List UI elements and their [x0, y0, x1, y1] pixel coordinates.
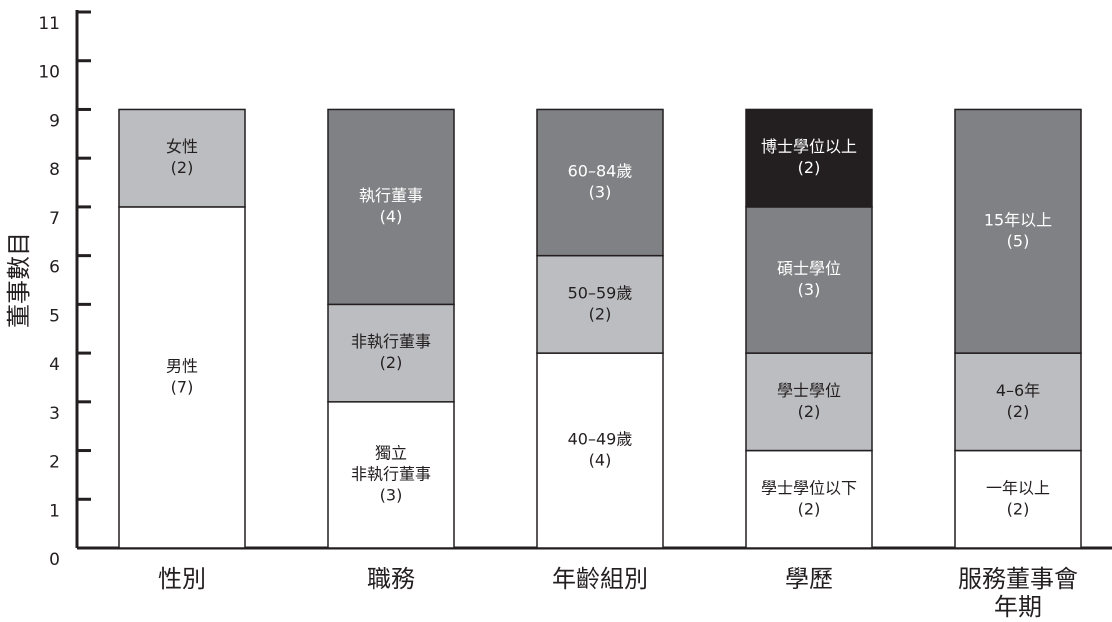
segment-label: 獨立 — [375, 443, 407, 462]
y-tick-label: 2 — [49, 453, 60, 473]
segment-label: (4) — [589, 451, 612, 470]
y-axis-label: 董事數目 — [5, 232, 33, 328]
bar-segment — [536, 254, 664, 354]
bar-segment — [536, 352, 664, 549]
segment-label: (2) — [798, 158, 821, 177]
bar-segment — [327, 303, 455, 403]
segment-label: 一年以上 — [986, 478, 1050, 497]
bar-segment — [536, 108, 664, 257]
y-tick-label: 8 — [49, 160, 60, 180]
bar-segment — [745, 449, 873, 549]
y-tick-label: 10 — [38, 63, 60, 83]
segment-label: (3) — [798, 280, 821, 299]
bar-segment — [745, 206, 873, 354]
x-tick-label: 職務 — [367, 565, 415, 593]
segment-label: (2) — [1007, 499, 1030, 518]
segment-label: 執行董事 — [359, 186, 423, 205]
bar-segment — [118, 206, 246, 549]
segment-label: 40–49歲 — [568, 430, 633, 449]
segment-label: 學士學位以下 — [761, 478, 857, 497]
segment-label: (2) — [798, 499, 821, 518]
bar-segment — [954, 352, 1082, 452]
segment-label: (2) — [798, 402, 821, 421]
x-tick-label: 年齡組別 — [552, 565, 648, 593]
y-tick-label: 5 — [49, 306, 60, 326]
segment-label: 15年以上 — [984, 210, 1052, 229]
segment-label: (2) — [380, 353, 403, 372]
segment-label: 博士學位以上 — [761, 137, 857, 156]
segment-label: 非執行董事 — [351, 464, 431, 483]
y-tick-label: 11 — [38, 14, 60, 34]
segment-label: (4) — [380, 207, 403, 226]
segment-label: 4–6年 — [996, 381, 1040, 400]
segment-label: (2) — [589, 304, 612, 323]
y-tick-label: 1 — [49, 501, 60, 521]
segment-label: 碩士學位 — [777, 259, 841, 278]
segment-label: 學士學位 — [777, 381, 841, 400]
segment-label: (3) — [380, 485, 403, 504]
bar-segment — [327, 108, 455, 306]
segment-label: (3) — [589, 183, 612, 202]
y-tick-label: 0 — [49, 550, 60, 570]
segment-label: 男性 — [166, 356, 198, 375]
y-tick-label: 6 — [49, 258, 60, 278]
segment-label: 女性 — [166, 137, 198, 156]
bar-segment — [118, 108, 246, 208]
y-tick-label: 7 — [49, 209, 60, 229]
bar-segment — [745, 108, 873, 208]
y-tick-label: 4 — [49, 355, 60, 375]
bar-segment — [327, 401, 455, 549]
segment-label: 60–84歲 — [568, 162, 633, 181]
segment-label: (5) — [1007, 231, 1030, 250]
x-tick-label: 性別 — [158, 565, 206, 593]
bar-segment — [745, 352, 873, 452]
segment-label: (7) — [171, 377, 194, 396]
bar-segment — [954, 449, 1082, 549]
segment-label: 非執行董事 — [351, 332, 431, 351]
x-tick-label: 服務董事會 — [958, 565, 1078, 593]
bar-segment — [954, 108, 1082, 354]
x-tick-label: 年期 — [994, 593, 1042, 621]
x-tick-label: 學歷 — [785, 565, 833, 593]
y-tick-label: 3 — [49, 404, 60, 424]
segment-label: (2) — [171, 158, 194, 177]
y-tick-label: 9 — [49, 111, 60, 131]
segment-label: 50–59歲 — [568, 283, 633, 302]
segment-label: (2) — [1007, 402, 1030, 421]
